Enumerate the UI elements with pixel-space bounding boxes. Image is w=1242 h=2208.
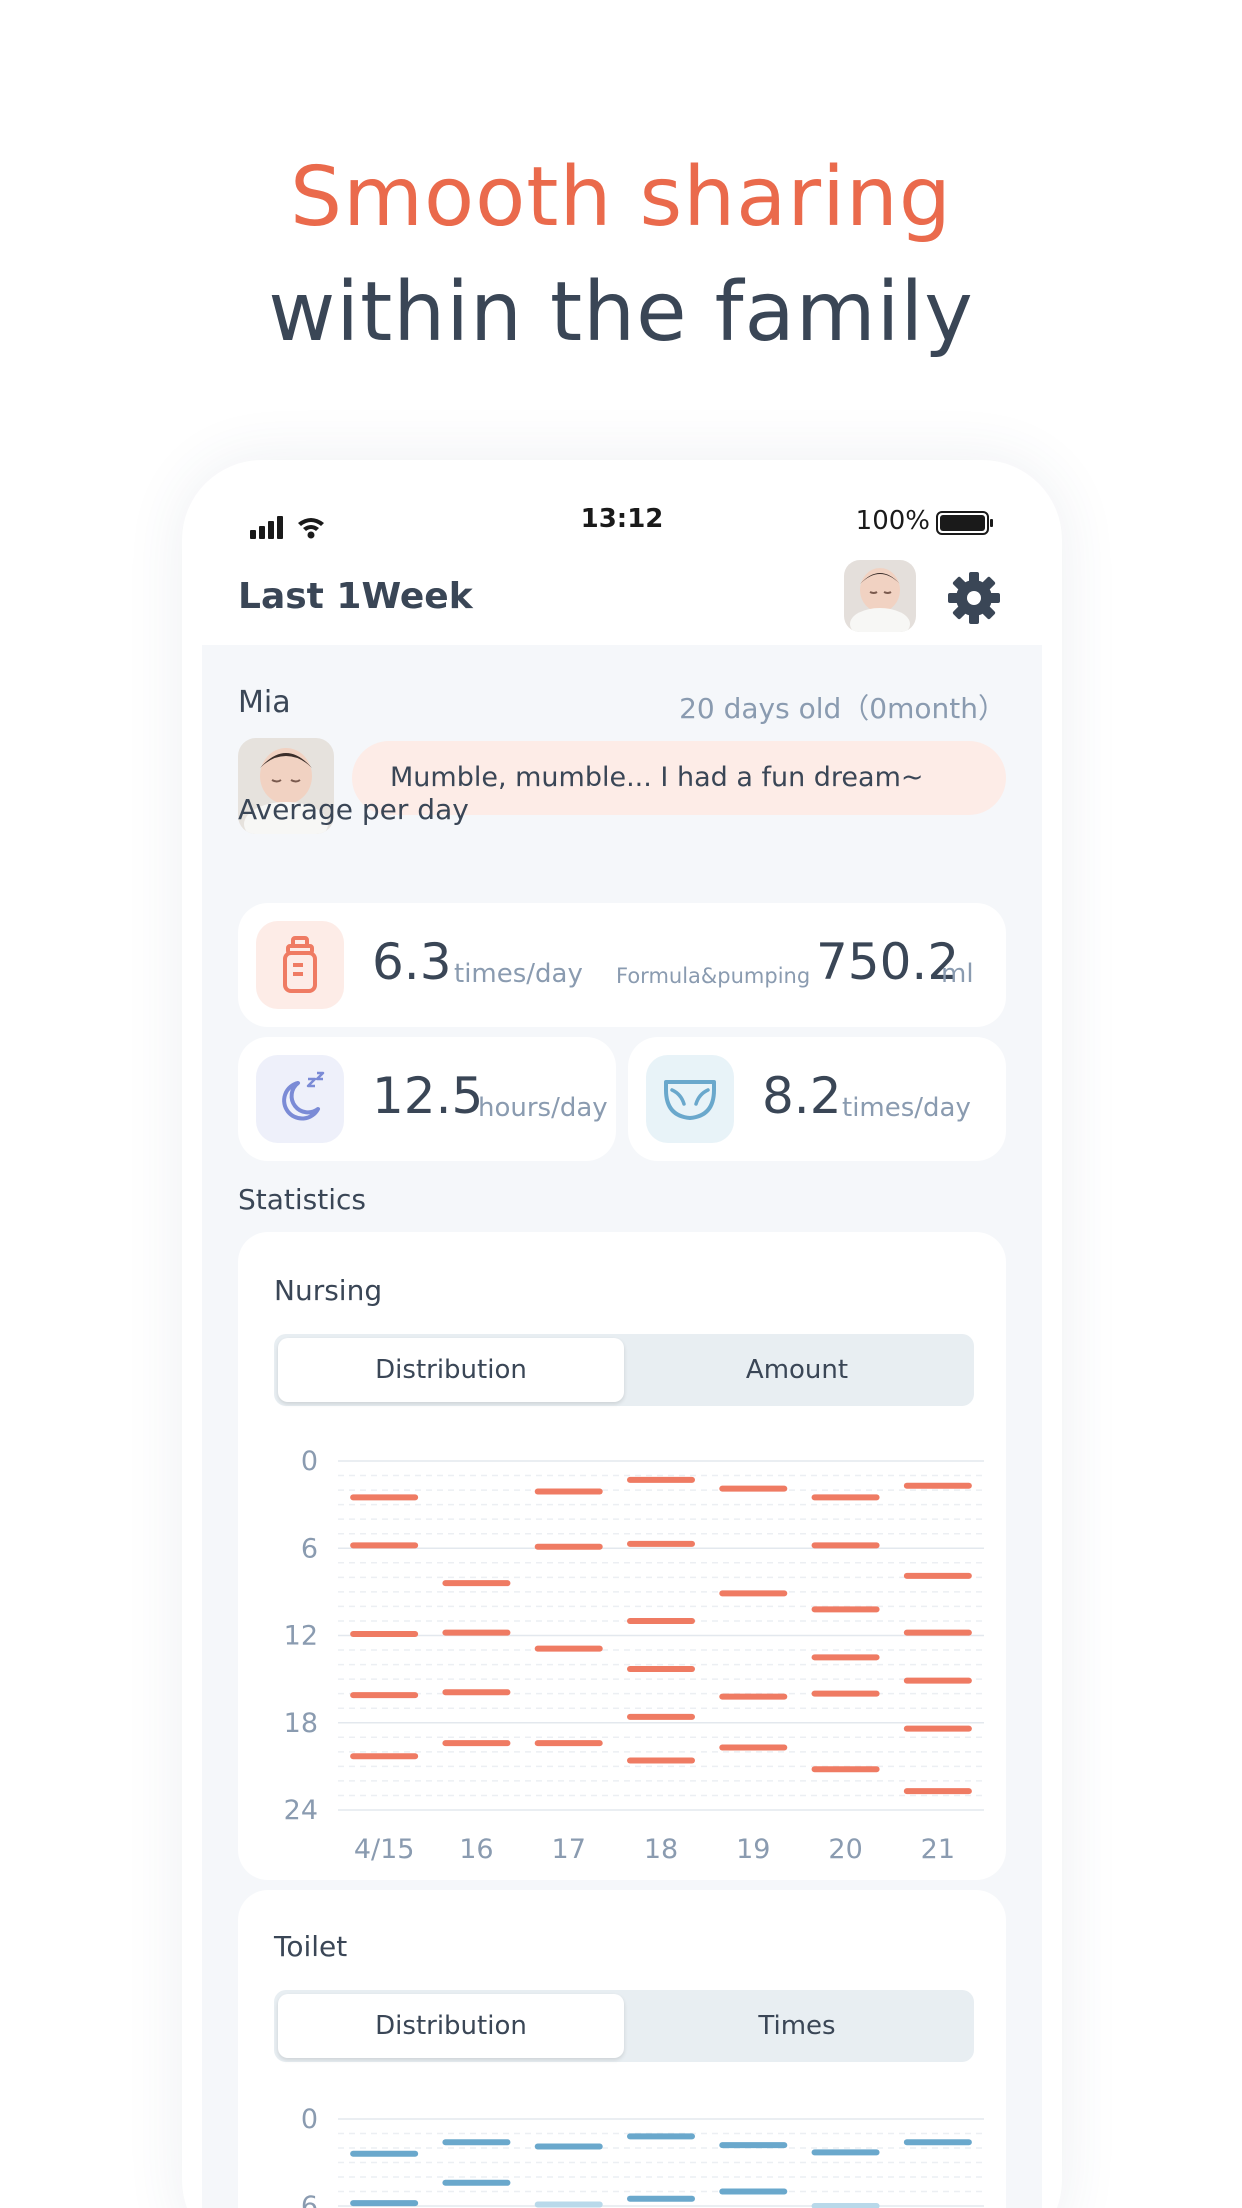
x-tick-label: 17 (552, 1834, 586, 1865)
tab-times[interactable]: Times (758, 2011, 836, 2041)
y-tick-label: 6 (301, 2191, 318, 2208)
tab-distribution[interactable]: Distribution (278, 1338, 624, 1402)
y-tick-label: 6 (301, 1533, 318, 1564)
gear-icon[interactable] (946, 570, 1002, 626)
diaper-icon (646, 1055, 734, 1143)
diaper-value: 8.2 (762, 1067, 842, 1125)
nursing-distribution-chart: 0 6 12 18 24 4/15 16 17 18 19 20 21 (284, 1446, 984, 1865)
x-tick-label: 19 (736, 1834, 770, 1865)
diaper-average-card[interactable]: 8.2 times/day (628, 1037, 1006, 1161)
baby-avatar-icon[interactable] (844, 560, 916, 632)
nav-bar: Last 1Week (182, 560, 1062, 645)
sleep-unit: hours/day (478, 1093, 608, 1123)
feeding-times-unit: times/day (454, 959, 583, 989)
x-tick-label: 20 (828, 1834, 862, 1865)
toilet-segmented-control: Distribution Times (274, 1990, 974, 2062)
x-tick-label: 16 (459, 1834, 493, 1865)
diaper-unit: times/day (842, 1093, 971, 1123)
tab-amount[interactable]: Amount (745, 1355, 849, 1385)
y-tick-label: 0 (301, 2104, 318, 2135)
y-tick-label: 18 (284, 1708, 318, 1739)
phone-frame: 13:12 100% Last 1Week (182, 460, 1062, 2208)
formula-pumping-label: Formula&pumping (616, 964, 811, 988)
cellular-wifi-icon (250, 516, 324, 539)
child-avatar[interactable] (238, 738, 334, 834)
moon-sleep-icon (256, 1055, 344, 1143)
battery-icon (936, 511, 993, 535)
nursing-title: Nursing (274, 1274, 383, 1307)
battery-percent: 100% (855, 506, 930, 536)
child-name: Mia (238, 685, 291, 720)
statistics-label: Statistics (238, 1183, 366, 1216)
feeding-average-card[interactable]: 6.3 times/day Formula&pumping 750.2 ml (238, 903, 1006, 1027)
x-tick-label: 21 (921, 1834, 955, 1865)
nursing-stats-card: Nursing Distribution Amount 0 6 12 18 24 4/15… (238, 1232, 1006, 1880)
x-tick-label: 4/15 (354, 1834, 415, 1865)
sleep-value: 12.5 (372, 1067, 484, 1125)
average-label: Average per day (238, 793, 469, 826)
sleep-average-card[interactable]: 12.5 hours/day (238, 1037, 616, 1161)
y-tick-label: 24 (284, 1795, 318, 1826)
formula-amount-unit: ml (941, 959, 974, 989)
toilet-title: Toilet (274, 1930, 348, 1963)
child-age: 20 days old（0month） (679, 692, 1006, 725)
headline-line2: within the family (268, 265, 974, 360)
nursing-segmented-control: Distribution Amount (274, 1334, 974, 1406)
y-tick-label: 12 (284, 1621, 318, 1652)
tab-distribution[interactable]: Distribution (278, 1994, 624, 2058)
content-area: Mia 20 days old（0month） Mumble, mumble..… (202, 645, 1042, 2208)
toilet-distribution-chart: 06 (301, 2104, 984, 2208)
headline-line1: Smooth sharing (290, 150, 952, 245)
y-tick-label: 0 (301, 1446, 318, 1477)
message-bubble: Mumble, mumble... I had a fun dream~ (352, 741, 1006, 815)
formula-amount-value: 750.2 (816, 933, 960, 991)
status-time: 13:12 (580, 504, 664, 534)
feeding-times-value: 6.3 (372, 933, 452, 991)
x-tick-label: 18 (644, 1834, 678, 1865)
page-title: Last 1Week (238, 576, 473, 617)
bottle-icon (256, 921, 344, 1009)
status-bar: 13:12 100% (182, 460, 1062, 560)
